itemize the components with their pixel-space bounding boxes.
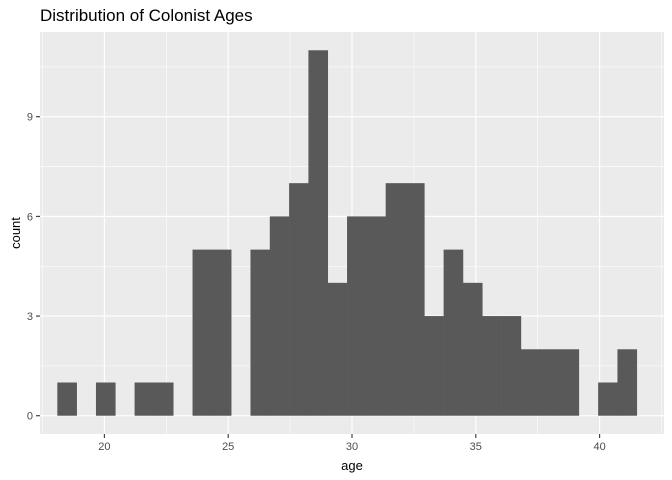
y-axis-ticks: 0 3 6 9 xyxy=(27,112,40,423)
histogram-bar xyxy=(269,216,290,416)
x-tick-label: 20 xyxy=(98,441,110,453)
histogram-bar xyxy=(404,183,425,416)
histogram-bar xyxy=(153,382,174,416)
histogram-bar xyxy=(462,282,483,416)
x-tick-label: 35 xyxy=(470,441,482,453)
histogram-bar xyxy=(95,382,116,416)
x-axis-ticks: 20 25 30 35 40 xyxy=(98,434,606,453)
histogram-bar xyxy=(424,316,444,416)
histogram-bar xyxy=(520,349,541,416)
histogram-bar xyxy=(385,183,406,416)
histogram-bar xyxy=(192,249,213,416)
x-tick-label: 25 xyxy=(222,441,234,453)
x-tick-label: 40 xyxy=(593,441,605,453)
histogram-bar xyxy=(617,349,638,416)
histogram-bar xyxy=(134,382,155,416)
y-tick-label: 3 xyxy=(27,311,33,323)
histogram-bar xyxy=(598,382,618,416)
histogram-bar xyxy=(559,349,580,416)
y-tick-label: 9 xyxy=(27,112,33,124)
histogram-bar xyxy=(540,349,560,416)
histogram-bar xyxy=(250,249,271,416)
histogram-bar xyxy=(57,382,77,416)
histogram-bars xyxy=(57,50,638,416)
histogram-bar xyxy=(482,316,502,416)
histogram-bar xyxy=(211,249,232,416)
histogram-bar xyxy=(289,183,309,416)
x-axis-title: age xyxy=(341,458,363,473)
histogram-bar xyxy=(308,50,329,416)
chart-title: Distribution of Colonist Ages xyxy=(40,6,253,25)
histogram-bar xyxy=(327,282,348,416)
x-tick-label: 30 xyxy=(346,441,358,453)
histogram-bar xyxy=(443,249,464,416)
y-tick-label: 0 xyxy=(27,411,33,423)
y-axis-title: count xyxy=(8,217,23,249)
y-tick-label: 6 xyxy=(27,211,33,223)
histogram-bar xyxy=(347,216,367,416)
histogram-bar xyxy=(501,316,522,416)
histogram-bar xyxy=(366,216,386,416)
